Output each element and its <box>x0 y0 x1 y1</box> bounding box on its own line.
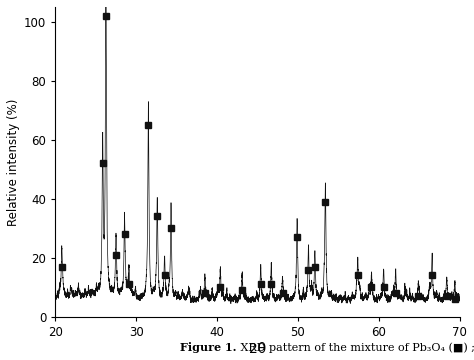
Y-axis label: Relative intensity (%): Relative intensity (%) <box>7 98 20 226</box>
Text: Figure 1.: Figure 1. <box>181 342 237 353</box>
X-axis label: 2θ: 2θ <box>249 342 266 356</box>
Text: XRD pattern of the mixture of Pb₃O₄ (■) ; SiO₂: XRD pattern of the mixture of Pb₃O₄ (■) … <box>237 342 474 353</box>
